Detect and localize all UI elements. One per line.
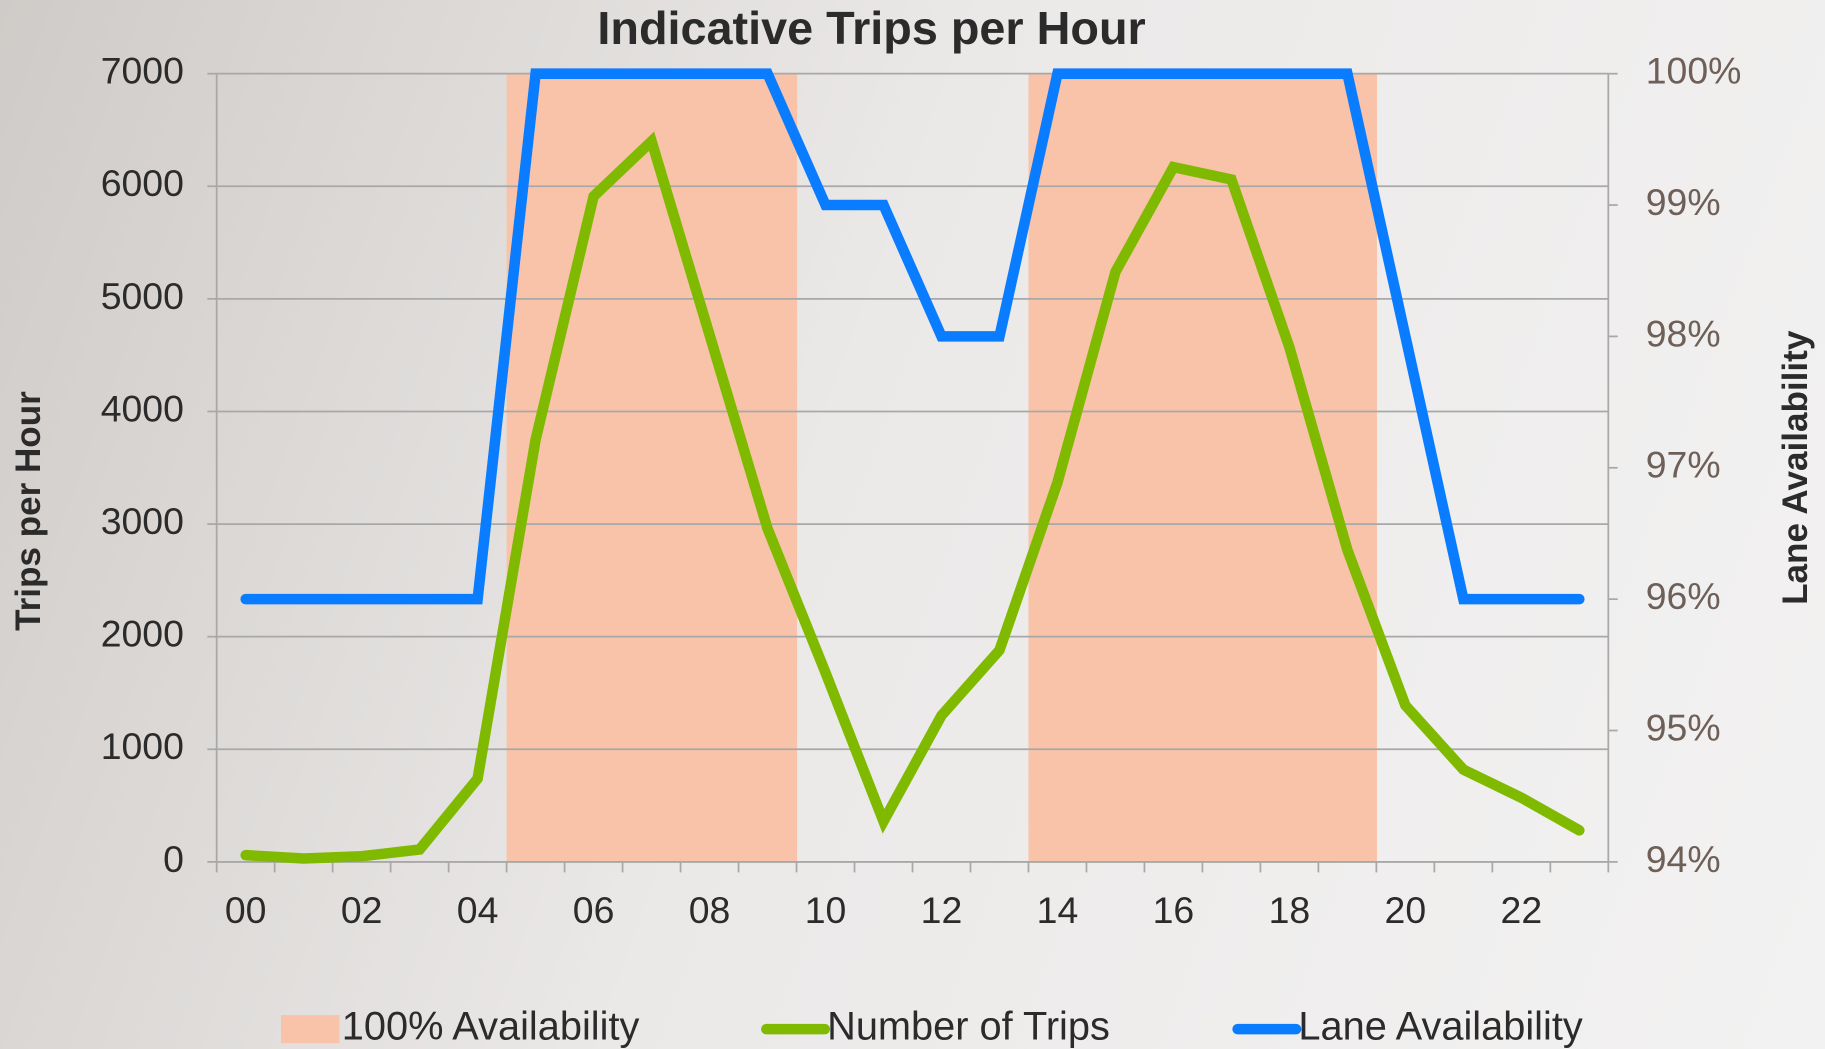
bar	[1260, 73, 1319, 862]
y-tick-label: 3000	[101, 500, 184, 542]
x-tick-label: 04	[457, 889, 499, 931]
x-tick-label: 10	[805, 889, 847, 931]
bar	[622, 73, 682, 862]
y-tick-label: 5000	[101, 275, 184, 317]
y-tick-label: 6000	[101, 162, 184, 204]
y-axis-label: Trips per Hour	[9, 391, 48, 631]
line-series	[240, 68, 1585, 605]
y2-tick-label: 94%	[1646, 838, 1721, 880]
y-tick-label: 4000	[101, 387, 184, 429]
y2-tick-label: 98%	[1646, 312, 1721, 354]
legend-label: Lane Availability	[1298, 1005, 1582, 1049]
bar	[1202, 73, 1261, 862]
y-tick-label: 0	[163, 838, 184, 880]
x-tick-label: 14	[1037, 889, 1079, 931]
line-series	[240, 131, 1585, 864]
bar	[1144, 73, 1204, 862]
y-tick-label: 7000	[101, 50, 184, 92]
y2-tick-label: 99%	[1646, 181, 1721, 223]
y2-tick-label: 96%	[1646, 575, 1721, 617]
legend-label: Number of Trips	[827, 1005, 1110, 1049]
y2-axis-label: Lane Availability	[1776, 330, 1815, 605]
x-tick-label: 20	[1385, 889, 1427, 931]
x-tick-label: 02	[341, 889, 383, 931]
x-tick-label: 16	[1153, 889, 1195, 931]
x-tick-label: 00	[225, 889, 267, 931]
x-tick-label: 08	[689, 889, 731, 931]
legend-label: 100% Availability	[342, 1005, 640, 1049]
bar	[680, 73, 740, 862]
y2-tick-label: 97%	[1646, 444, 1721, 486]
y-tick-label: 2000	[101, 613, 184, 655]
y2-tick-label: 95%	[1646, 706, 1721, 748]
bar	[1086, 73, 1146, 862]
x-tick-label: 12	[921, 889, 963, 931]
legend-swatch	[280, 1015, 340, 1044]
x-tick-label: 22	[1501, 889, 1543, 931]
chart-title: Indicative Trips per Hour	[597, 2, 1145, 54]
y-tick-label: 1000	[101, 725, 184, 767]
y2-tick-label: 100%	[1646, 50, 1742, 92]
x-tick-label: 06	[573, 889, 615, 931]
x-tick-label: 18	[1269, 889, 1311, 931]
